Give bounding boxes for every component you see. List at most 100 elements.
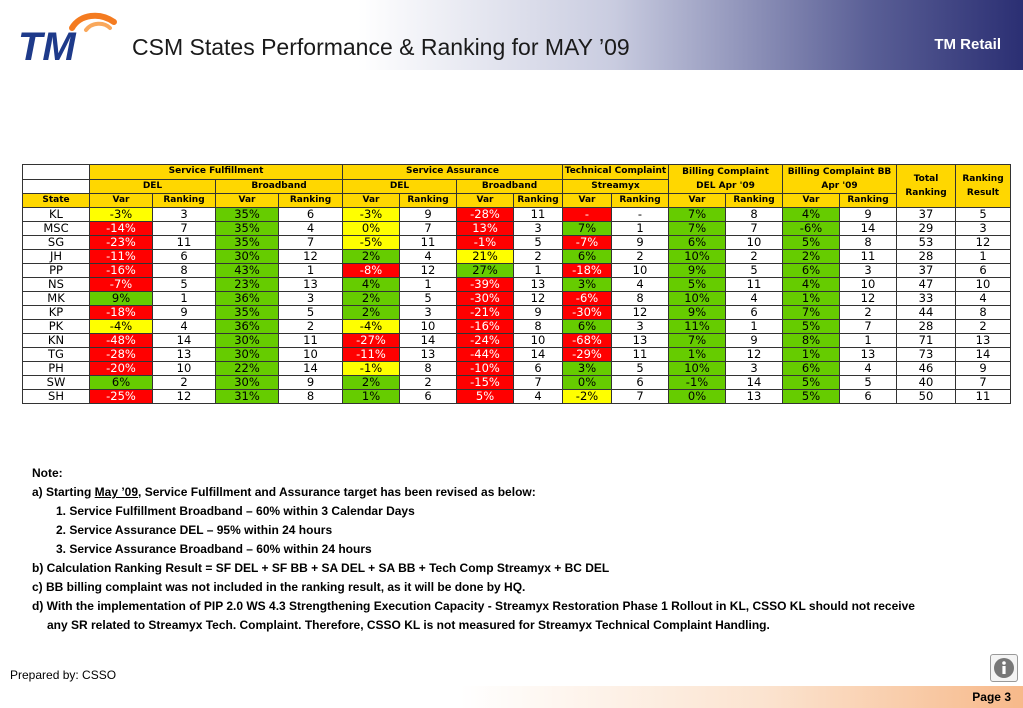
var-cell: 35% <box>215 207 279 222</box>
rank-cell: 12 <box>725 347 783 362</box>
rank-cell: 5 <box>399 291 457 306</box>
var-cell: 30% <box>215 375 279 390</box>
var-cell: 3% <box>562 277 612 292</box>
var-cell: 27% <box>456 263 514 278</box>
ranking-table: Service Fulfillment Service Assurance Te… <box>22 164 1011 404</box>
total-ranking-header-l1: Total <box>913 174 939 184</box>
total-cell: 40 <box>896 375 956 390</box>
result-cell: 2 <box>955 319 1011 334</box>
result-cell: 11 <box>955 389 1011 404</box>
var-cell: 7% <box>668 333 726 348</box>
footer-bar <box>0 686 1023 708</box>
total-cell: 50 <box>896 389 956 404</box>
col-var: Var <box>668 193 726 208</box>
note-d2: any SR related to Streamyx Tech. Complai… <box>47 618 770 632</box>
rank-cell: 7 <box>513 375 563 390</box>
ranking-table-wrapper: Service Fulfillment Service Assurance Te… <box>22 164 1011 404</box>
rank-cell: 9 <box>399 207 457 222</box>
state-cell: NS <box>22 277 90 292</box>
page-title: CSM States Performance & Ranking for MAY… <box>132 34 630 60</box>
rank-cell: 13 <box>725 389 783 404</box>
note-a-date: May ’09 <box>94 485 139 499</box>
rank-cell: 2 <box>725 249 783 264</box>
var-cell: -4% <box>342 319 400 334</box>
rank-cell: 8 <box>839 235 897 250</box>
note-a2: 2. Service Assurance DEL – 95% within 24… <box>56 523 333 537</box>
rank-cell: 14 <box>725 375 783 390</box>
rank-cell: 11 <box>152 235 216 250</box>
var-cell: 6% <box>782 263 840 278</box>
var-cell: -8% <box>342 263 400 278</box>
rank-cell: 7 <box>611 389 669 404</box>
var-cell: 2% <box>782 249 840 264</box>
state-cell: MK <box>22 291 90 306</box>
rank-cell: 4 <box>611 277 669 292</box>
info-icon <box>994 658 1014 678</box>
group-billing-complaint-del: Billing Complaint DEL Apr '09 <box>668 164 783 194</box>
notes-heading: Note: <box>32 466 63 480</box>
var-cell: 2% <box>342 375 400 390</box>
var-cell: -18% <box>89 305 153 320</box>
group-billing-complaint-bb-l2: Apr '09 <box>821 181 858 191</box>
rank-cell: 9 <box>278 375 343 390</box>
header-blank <box>22 164 90 180</box>
var-cell: 35% <box>215 235 279 250</box>
var-cell: -48% <box>89 333 153 348</box>
var-cell: 5% <box>782 235 840 250</box>
col-ranking: Ranking <box>611 193 669 208</box>
header-blank-2 <box>22 178 90 194</box>
rank-cell: 4 <box>513 389 563 404</box>
var-cell: -20% <box>89 361 153 376</box>
total-ranking-header-l2: Ranking <box>905 188 947 198</box>
var-cell: 5% <box>456 389 514 404</box>
var-cell: 36% <box>215 291 279 306</box>
state-cell: SG <box>22 235 90 250</box>
rank-cell: 12 <box>152 389 216 404</box>
rank-cell: 10 <box>513 333 563 348</box>
rank-cell: 14 <box>399 333 457 348</box>
rank-cell: 14 <box>278 361 343 376</box>
rank-cell: 2 <box>278 319 343 334</box>
rank-cell: 2 <box>152 375 216 390</box>
rank-cell: 8 <box>725 207 783 222</box>
rank-cell: 3 <box>611 319 669 334</box>
var-cell: 36% <box>215 319 279 334</box>
table-row: TG -28% 13 30% 10 -11% 13 -44% 14 -29% 11 1% 12 1% 13 7… <box>22 347 1011 362</box>
table-row: SW 6% 2 30% 9 2% 2 -15% 7 0% 6 -1% 14 5% 5 40 7 <box>22 375 1011 390</box>
var-cell: -29% <box>562 347 612 362</box>
col-ranking: Ranking <box>839 193 897 208</box>
rank-cell: 14 <box>839 221 897 236</box>
rank-cell: 2 <box>399 375 457 390</box>
table-row: MSC -14% 7 35% 4 0% 7 13% 3 7% 1 7% 7 -6% 14 29 3 <box>22 221 1011 236</box>
var-cell: -16% <box>456 319 514 334</box>
rank-cell: 1 <box>839 333 897 348</box>
rank-cell: 1 <box>399 277 457 292</box>
var-cell: -2% <box>562 389 612 404</box>
state-cell: SH <box>22 389 90 404</box>
var-cell: 30% <box>215 333 279 348</box>
var-cell: - <box>562 207 612 222</box>
rank-cell: 5 <box>278 305 343 320</box>
rank-cell: 13 <box>399 347 457 362</box>
rank-cell: 13 <box>513 277 563 292</box>
rank-cell: 3 <box>725 361 783 376</box>
ranking-result-header: Ranking Result <box>955 164 1011 208</box>
var-cell: -1% <box>456 235 514 250</box>
rank-cell: 3 <box>839 263 897 278</box>
info-button[interactable] <box>990 654 1018 682</box>
rank-cell: 13 <box>839 347 897 362</box>
var-cell: -28% <box>89 347 153 362</box>
var-cell: 7% <box>782 305 840 320</box>
rank-cell: 12 <box>611 305 669 320</box>
rank-cell: 11 <box>839 249 897 264</box>
rank-cell: 6 <box>278 207 343 222</box>
rank-cell: 3 <box>513 221 563 236</box>
rank-cell: 11 <box>278 333 343 348</box>
state-cell: MSC <box>22 221 90 236</box>
rank-cell: 10 <box>152 361 216 376</box>
rank-cell: 14 <box>513 347 563 362</box>
table-row: PK -4% 4 36% 2 -4% 10 -16% 8 6% 3 11% 1 5% 7 28 2 <box>22 319 1011 334</box>
group-billing-complaint-bb: Billing Complaint BB Apr '09 <box>782 164 897 194</box>
var-cell: -6% <box>562 291 612 306</box>
note-a3: 3. Service Assurance Broadband – 60% wit… <box>56 542 372 556</box>
